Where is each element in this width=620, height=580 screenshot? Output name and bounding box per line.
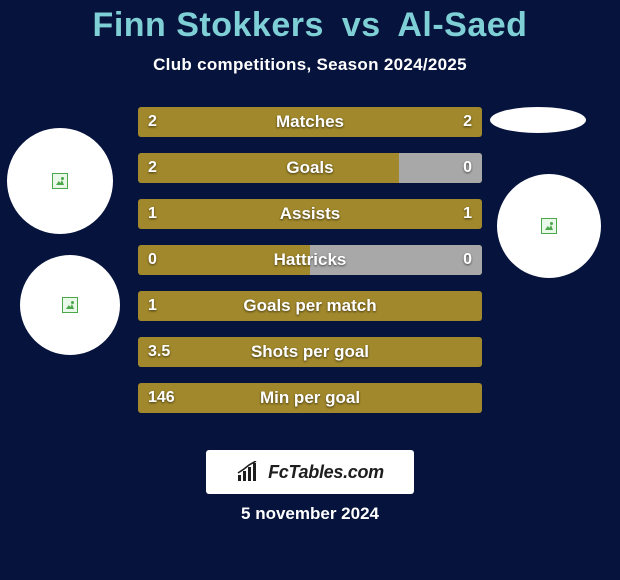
vs-text: vs: [334, 6, 389, 44]
stat-label: Min per goal: [138, 383, 482, 413]
stat-row: 0Hattricks0: [138, 245, 482, 275]
stat-value-right: 2: [463, 107, 472, 137]
player1-avatar-top: [7, 128, 113, 234]
image-placeholder-icon: [62, 297, 78, 313]
image-placeholder-icon: [541, 218, 557, 234]
stat-value-right: 1: [463, 199, 472, 229]
stat-bars: 2Matches22Goals01Assists10Hattricks01Goa…: [138, 107, 482, 429]
stat-value-right: 0: [463, 153, 472, 183]
player2-avatar-top: [490, 107, 586, 133]
stat-label: Hattricks: [138, 245, 482, 275]
brand-chart-icon: [236, 461, 262, 483]
player1-avatar-bottom: [20, 255, 120, 355]
subtitle: Club competitions, Season 2024/2025: [0, 55, 620, 75]
stat-row: 2Matches2: [138, 107, 482, 137]
player2-name: Al-Saed: [397, 6, 527, 44]
stat-label: Goals per match: [138, 291, 482, 321]
stat-row: 146Min per goal: [138, 383, 482, 413]
stat-row: 1Assists1: [138, 199, 482, 229]
stat-label: Shots per goal: [138, 337, 482, 367]
comparison-stage: 2Matches22Goals01Assists10Hattricks01Goa…: [0, 107, 620, 437]
stat-label: Assists: [138, 199, 482, 229]
stat-label: Matches: [138, 107, 482, 137]
stat-row: 1Goals per match: [138, 291, 482, 321]
comparison-title: Finn Stokkers vs Al-Saed: [0, 6, 620, 45]
image-placeholder-icon: [52, 173, 68, 189]
stat-row: 2Goals0: [138, 153, 482, 183]
player1-name: Finn Stokkers: [93, 6, 324, 44]
stat-label: Goals: [138, 153, 482, 183]
brand-badge: FcTables.com: [206, 450, 414, 494]
stat-row: 3.5Shots per goal: [138, 337, 482, 367]
stat-value-right: 0: [463, 245, 472, 275]
player2-avatar-bottom: [497, 174, 601, 278]
brand-text: FcTables.com: [268, 462, 384, 483]
snapshot-date: 5 november 2024: [0, 504, 620, 524]
